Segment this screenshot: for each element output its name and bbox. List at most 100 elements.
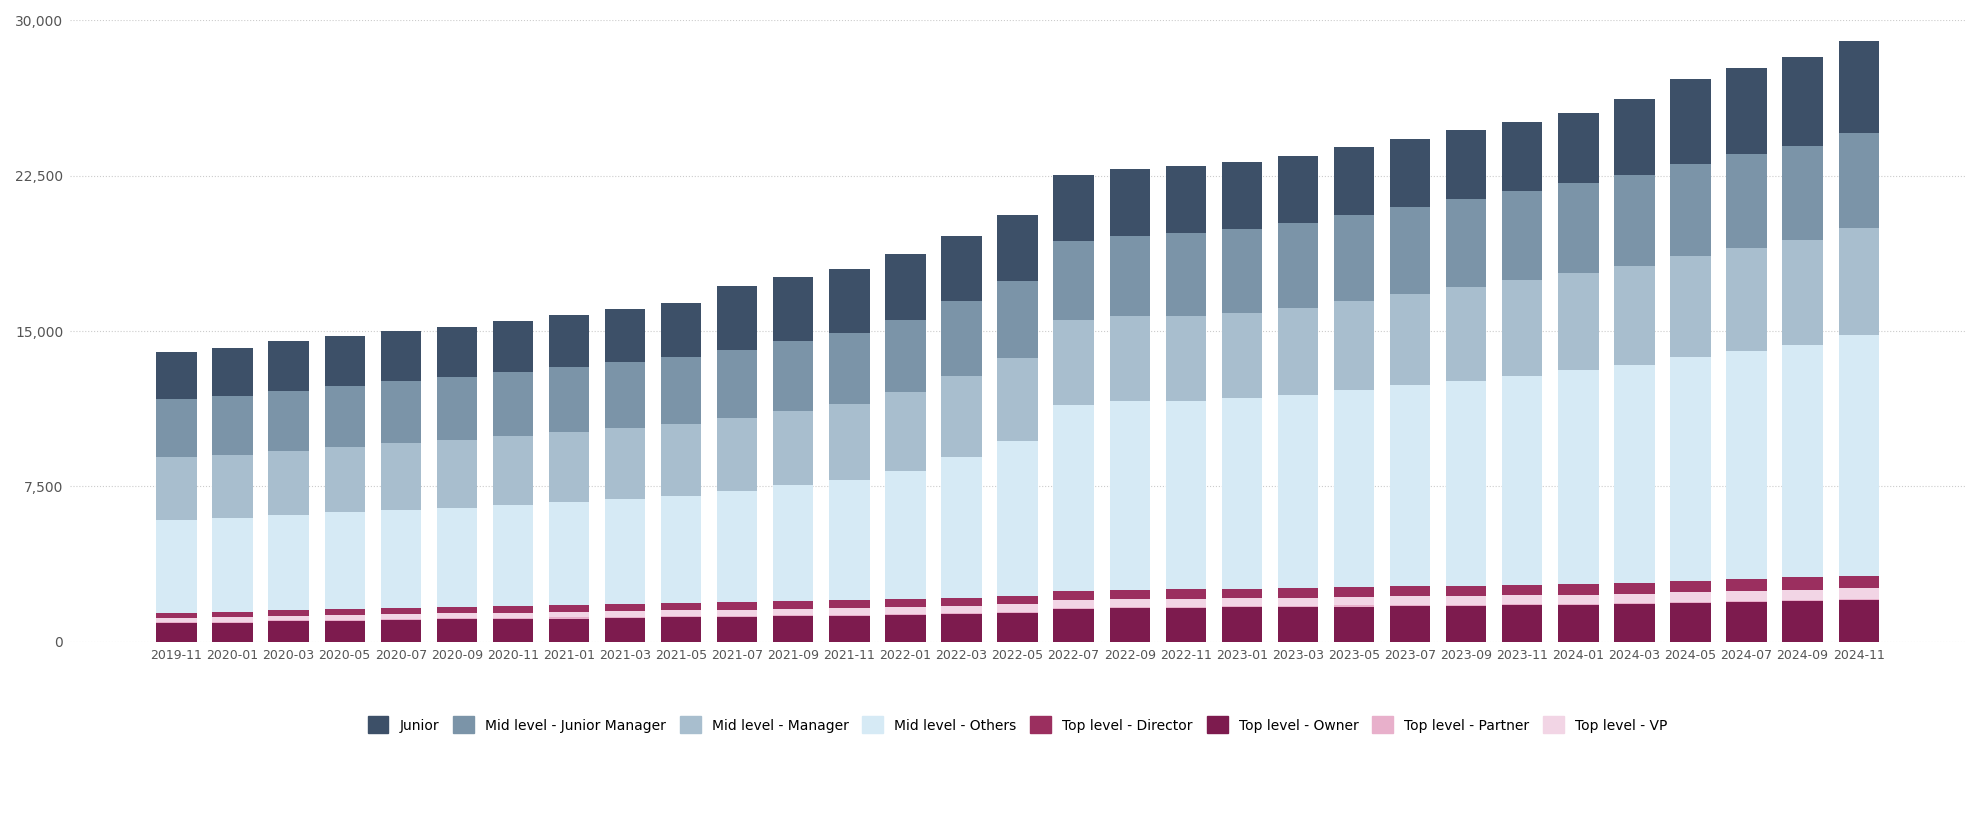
Bar xyxy=(1222,606,1261,607)
Bar xyxy=(717,349,758,418)
Bar xyxy=(1390,606,1430,641)
Bar xyxy=(1109,401,1150,590)
Bar xyxy=(830,600,869,608)
Bar xyxy=(1727,591,1766,601)
Bar xyxy=(1839,600,1879,641)
Bar xyxy=(1558,273,1598,370)
Bar xyxy=(325,615,364,620)
Bar xyxy=(998,613,1038,641)
Bar xyxy=(885,614,925,615)
Bar xyxy=(156,399,196,457)
Bar xyxy=(1166,606,1206,607)
Bar xyxy=(885,470,925,599)
Bar xyxy=(1277,607,1319,641)
Bar xyxy=(717,602,758,610)
Bar xyxy=(1782,600,1824,601)
Bar xyxy=(1727,579,1766,591)
Bar xyxy=(438,618,477,620)
Bar xyxy=(998,441,1038,596)
Bar xyxy=(325,512,364,610)
Bar xyxy=(830,480,869,600)
Bar xyxy=(1053,405,1093,591)
Bar xyxy=(1222,229,1261,314)
Bar xyxy=(772,615,814,616)
Bar xyxy=(1277,309,1319,395)
Bar xyxy=(1109,590,1150,599)
Bar xyxy=(1390,208,1430,294)
Bar xyxy=(212,621,253,623)
Bar xyxy=(998,611,1038,613)
Bar xyxy=(1727,68,1766,154)
Bar xyxy=(1222,314,1261,398)
Bar xyxy=(548,502,590,605)
Bar xyxy=(885,599,925,607)
Bar xyxy=(1727,601,1766,602)
Bar xyxy=(1782,577,1824,590)
Bar xyxy=(1390,586,1430,596)
Bar xyxy=(212,455,253,518)
Bar xyxy=(717,610,758,615)
Bar xyxy=(940,613,982,614)
Bar xyxy=(1277,224,1319,309)
Bar xyxy=(1222,589,1261,598)
Bar xyxy=(380,614,422,619)
Bar xyxy=(1277,395,1319,588)
Bar xyxy=(493,612,533,618)
Bar xyxy=(1109,236,1150,316)
Bar xyxy=(1053,607,1093,609)
Bar xyxy=(493,505,533,606)
Bar xyxy=(156,613,196,618)
Bar xyxy=(1445,288,1487,380)
Bar xyxy=(1335,215,1374,301)
Bar xyxy=(1671,602,1711,604)
Bar xyxy=(548,367,590,432)
Bar xyxy=(1503,585,1542,595)
Bar xyxy=(661,610,701,616)
Bar xyxy=(438,508,477,607)
Bar xyxy=(940,376,982,457)
Bar xyxy=(548,617,590,619)
Bar xyxy=(212,395,253,455)
Bar xyxy=(438,620,477,641)
Bar xyxy=(380,331,422,381)
Bar xyxy=(1727,154,1766,248)
Bar xyxy=(1782,590,1824,600)
Bar xyxy=(606,605,645,611)
Bar xyxy=(1782,601,1824,641)
Bar xyxy=(1109,599,1150,606)
Bar xyxy=(1614,583,1655,594)
Bar xyxy=(548,432,590,502)
Bar xyxy=(1558,595,1598,604)
Bar xyxy=(772,601,814,609)
Bar xyxy=(380,510,422,608)
Bar xyxy=(661,604,701,610)
Bar xyxy=(212,348,253,395)
Bar xyxy=(438,613,477,618)
Bar xyxy=(156,622,196,623)
Bar xyxy=(212,623,253,641)
Bar xyxy=(1053,175,1093,242)
Bar xyxy=(885,615,925,641)
Bar xyxy=(1335,597,1374,605)
Bar xyxy=(1614,604,1655,605)
Bar xyxy=(1503,375,1542,585)
Bar xyxy=(1503,605,1542,641)
Bar xyxy=(717,490,758,602)
Bar xyxy=(885,392,925,470)
Bar xyxy=(1166,401,1206,590)
Bar xyxy=(772,609,814,615)
Bar xyxy=(1335,606,1374,641)
Bar xyxy=(1053,320,1093,405)
Bar xyxy=(606,611,645,617)
Bar xyxy=(1614,266,1655,365)
Bar xyxy=(1222,162,1261,229)
Bar xyxy=(1445,130,1487,199)
Bar xyxy=(1503,191,1542,280)
Bar xyxy=(1558,183,1598,273)
Bar xyxy=(606,428,645,499)
Bar xyxy=(438,607,477,613)
Bar xyxy=(1445,380,1487,585)
Bar xyxy=(606,617,645,618)
Bar xyxy=(1166,590,1206,599)
Bar xyxy=(380,620,422,641)
